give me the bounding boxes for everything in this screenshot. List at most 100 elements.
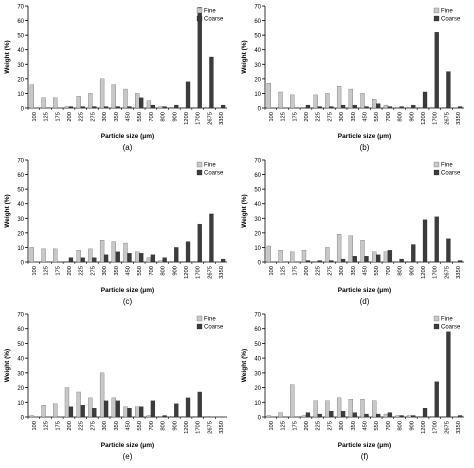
bar-fine	[407, 415, 412, 418]
x-tick-label: 275	[327, 112, 333, 122]
bar-coarse	[317, 413, 322, 418]
x-tick-label: 175	[292, 266, 298, 276]
bar-fine	[336, 397, 342, 418]
legend-label-coarse: Coarse	[204, 325, 224, 331]
x-tick-label: 100	[32, 112, 38, 122]
bar-fine	[301, 107, 307, 109]
bar-coarse	[422, 91, 428, 109]
bar-coarse	[209, 56, 214, 109]
legend-swatch-fine	[196, 161, 203, 168]
bar-coarse	[352, 256, 357, 263]
bar-coarse	[220, 258, 226, 263]
x-tick-label: 700	[386, 266, 392, 276]
panel-caption: (e)	[123, 452, 133, 461]
bar-coarse	[364, 256, 369, 263]
bar-fine	[41, 97, 46, 109]
panel-caption: (a)	[123, 143, 133, 152]
x-tick-label: 200	[304, 421, 310, 431]
y-axis-title: Weight (%)	[241, 349, 248, 382]
bar-fine	[325, 247, 330, 263]
bar-coarse	[139, 253, 144, 263]
y-tick-label: 50	[254, 34, 261, 40]
bar-coarse	[162, 415, 167, 418]
x-tick-label: 100	[269, 266, 275, 276]
x-tick-label: 700	[149, 266, 155, 276]
bar-coarse	[68, 106, 74, 109]
bar-fine	[146, 100, 152, 109]
y-tick-label: 10	[17, 401, 24, 407]
bar-fine	[205, 261, 210, 263]
x-tick-label: 275	[327, 421, 333, 431]
bar-coarse	[434, 216, 439, 263]
bar-fine	[430, 416, 435, 418]
panel-caption: (f)	[361, 452, 369, 461]
bar-fine	[123, 242, 128, 263]
bar-coarse	[174, 247, 179, 263]
bar-fine	[146, 415, 152, 418]
bar-fine	[313, 400, 318, 418]
y-tick-label: 30	[17, 217, 24, 223]
y-tick-label: 70	[254, 5, 261, 11]
legend-label-fine: Fine	[441, 9, 453, 15]
bar-coarse	[387, 250, 393, 263]
bar-fine	[395, 261, 400, 263]
legend-label-coarse: Coarse	[204, 171, 224, 177]
x-tick-label: 550	[137, 266, 143, 276]
y-tick-label: 20	[17, 386, 24, 392]
x-tick-label: 450	[126, 112, 132, 122]
x-tick-label: 300	[339, 266, 345, 276]
bar-coarse	[340, 258, 346, 263]
bar-fine	[336, 85, 342, 109]
y-tick-label: 50	[17, 34, 24, 40]
chart-panel-c: 0 10 20 30 40 50 60 70 Weight (%) 100 125 175 200 225…	[0, 154, 237, 308]
bar-fine	[360, 93, 365, 109]
bar-coarse	[80, 257, 85, 263]
bar-coarse	[387, 412, 393, 418]
x-tick-label: 2675	[207, 266, 213, 279]
y-tick-label: 30	[254, 63, 261, 69]
bar-coarse	[376, 254, 381, 263]
y-tick-label: 50	[254, 342, 261, 348]
bar-coarse	[185, 241, 191, 263]
x-tick-label: 350	[114, 112, 120, 122]
y-tick-label: 70	[254, 159, 261, 165]
bar-coarse	[103, 254, 109, 263]
x-tick-label: 450	[126, 266, 132, 276]
x-tick-label: 300	[339, 112, 345, 122]
chart-panel-e: 0 10 20 30 40 50 60 70 Weight (%) 100 125 175 200 225…	[0, 308, 237, 463]
x-tick-label: 1700	[433, 421, 439, 434]
bar-fine	[418, 261, 424, 263]
bar-fine	[64, 106, 70, 109]
x-tick-label: 800	[161, 266, 167, 276]
bar-fine	[418, 416, 424, 418]
x-tick-label: 200	[67, 421, 73, 431]
bar-fine	[372, 99, 377, 109]
y-tick-label: 40	[17, 357, 24, 363]
chart-panel-d: 0 10 20 30 40 50 60 70 Weight (%) 100 125 175 200 225…	[237, 154, 474, 308]
bar-coarse	[329, 410, 334, 418]
bar-fine	[360, 399, 365, 418]
x-tick-label: 125	[44, 421, 50, 431]
x-tick-label: 275	[90, 112, 96, 122]
x-tick-label: 450	[363, 112, 369, 122]
chart-svg-f: 0 10 20 30 40 50 60 70 Weight (%) 100 125 175 200 225…	[241, 313, 464, 461]
bar-coarse	[364, 106, 369, 109]
bar-fine	[325, 93, 330, 109]
bar-fine	[383, 251, 389, 263]
x-tick-label: 2675	[207, 112, 213, 125]
bar-fine	[336, 234, 342, 263]
x-axis-title: Particle size (μm)	[338, 442, 391, 449]
bar-coarse	[139, 406, 144, 418]
y-tick-label: 50	[254, 188, 261, 194]
x-tick-label: 450	[126, 421, 132, 431]
y-tick-label: 50	[17, 342, 24, 348]
bar-coarse	[305, 260, 311, 263]
x-tick-label: 800	[161, 112, 167, 122]
x-tick-label: 225	[316, 421, 322, 431]
bar-fine	[418, 107, 424, 109]
y-tick-label: 60	[254, 19, 261, 25]
bar-fine	[348, 399, 353, 418]
x-tick-label: 225	[316, 112, 322, 122]
bar-coarse	[446, 331, 451, 418]
bar-fine	[181, 261, 187, 263]
